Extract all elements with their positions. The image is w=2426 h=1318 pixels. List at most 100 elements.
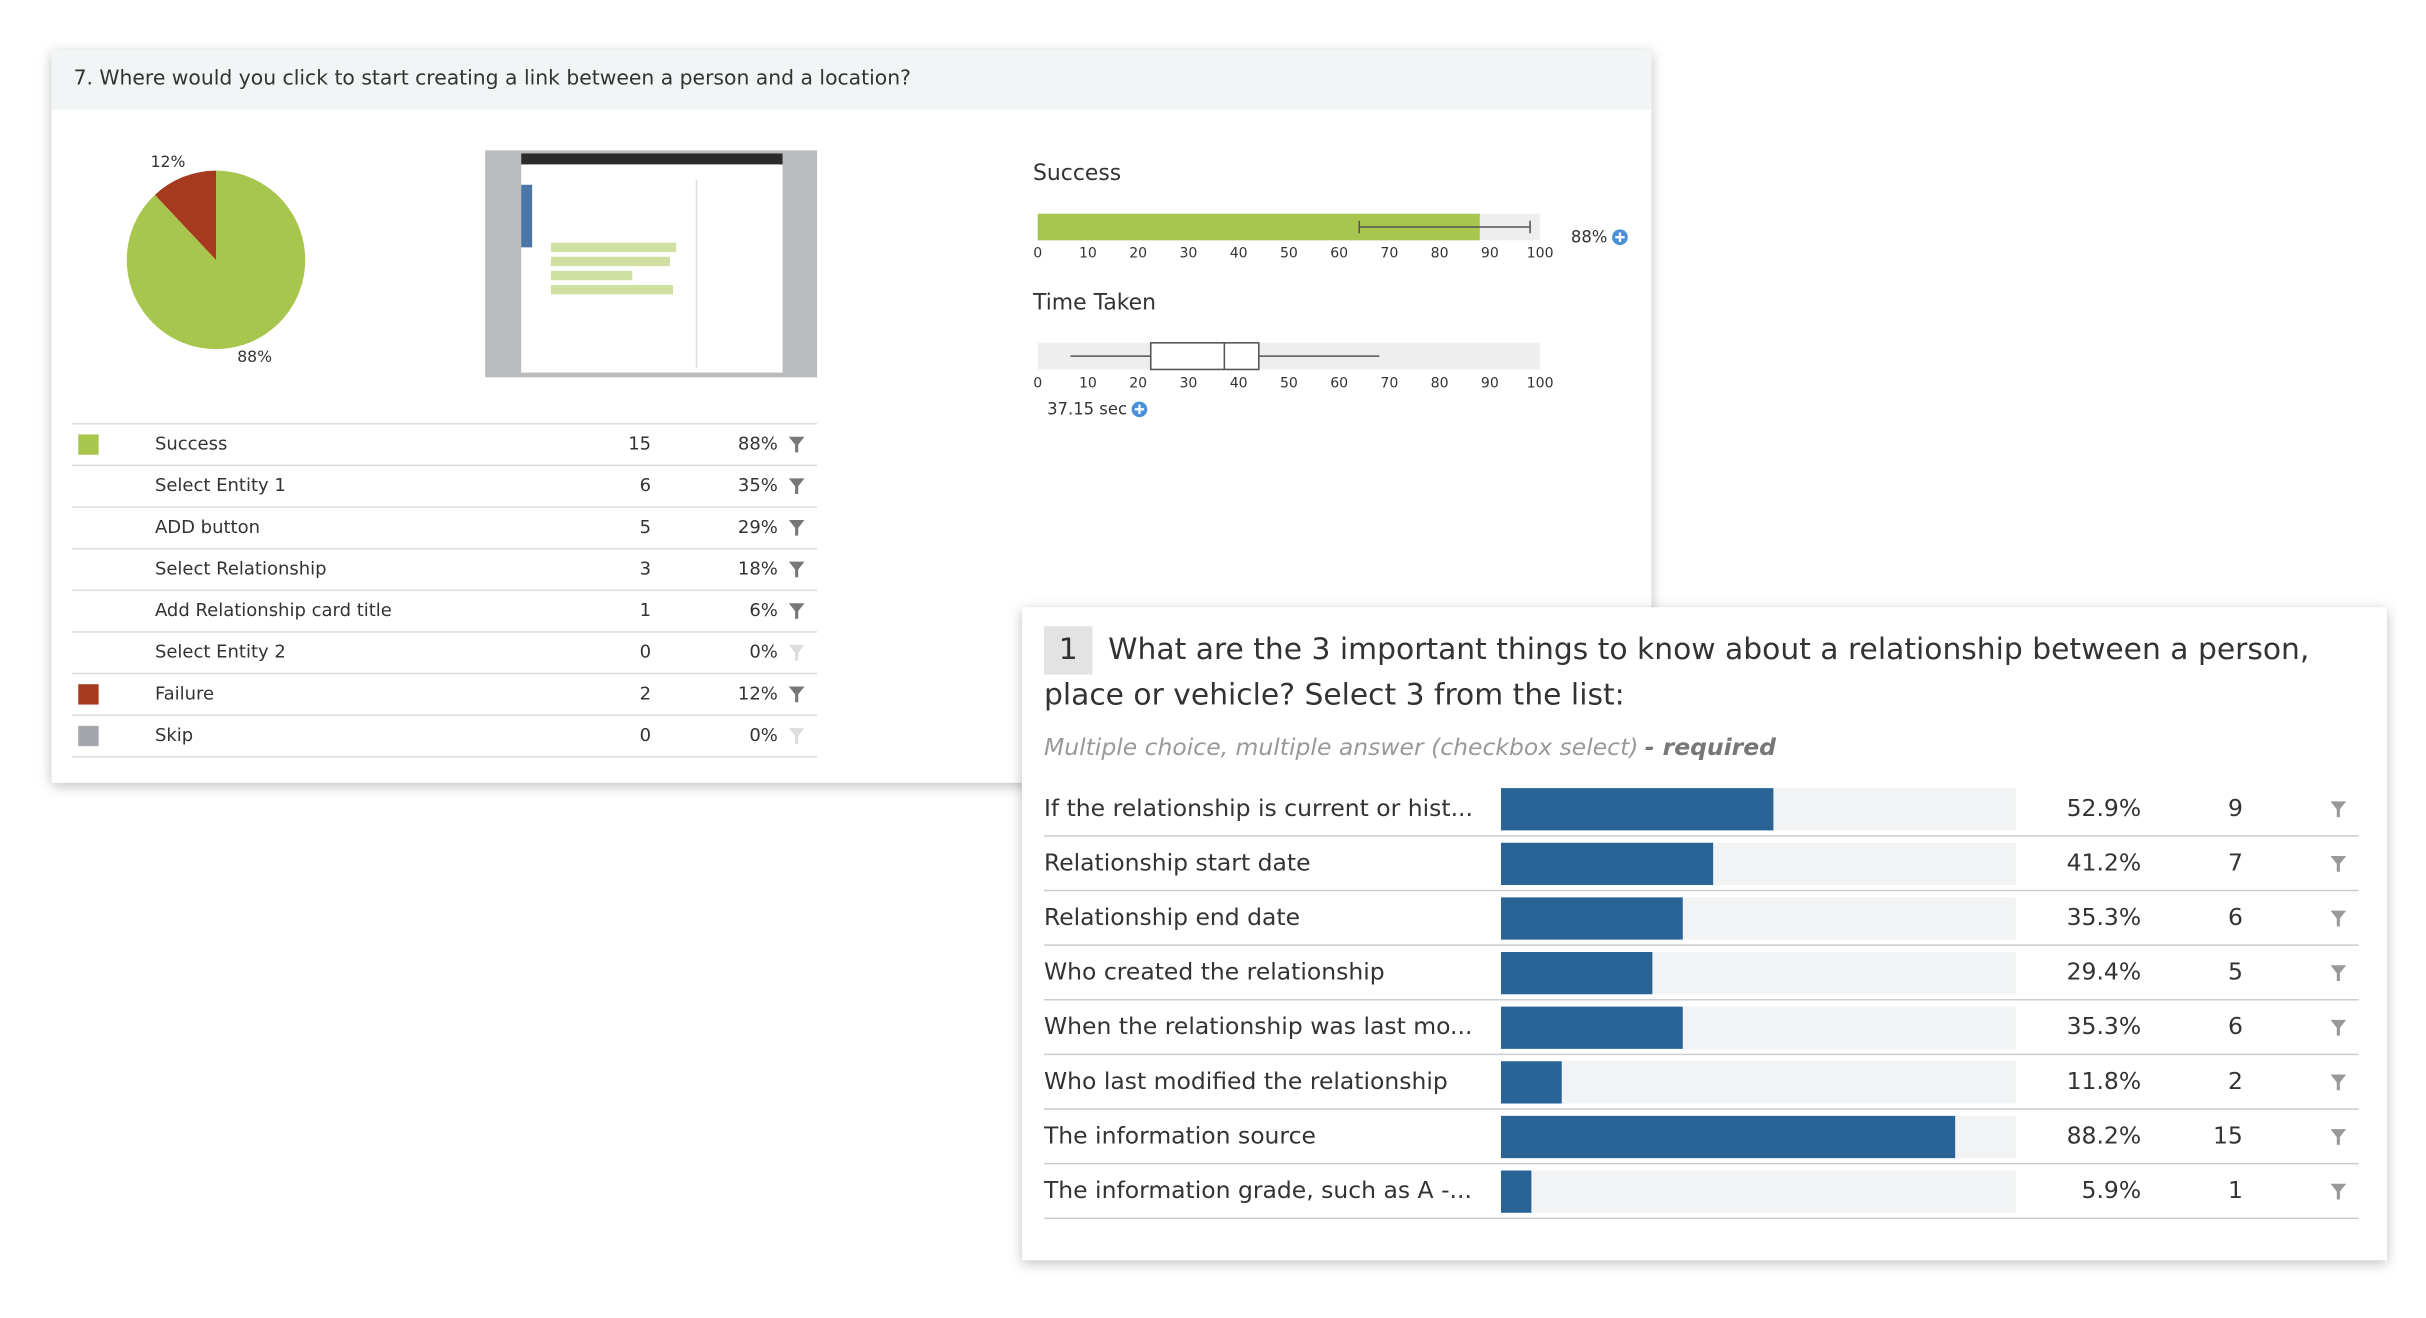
bar <box>1500 1170 1532 1213</box>
filter-icon <box>788 686 805 703</box>
x-tick-label: 90 <box>1481 246 1499 262</box>
value-label: 29.4% <box>2067 958 2142 986</box>
pie-label: 88% <box>237 347 272 366</box>
row-label: Who created the relationship <box>1044 958 1385 986</box>
row-name: Skip <box>155 725 193 746</box>
value-label: 11.8% <box>2067 1067 2142 1095</box>
filter-icon <box>788 644 805 661</box>
row-label: Relationship start date <box>1044 848 1311 876</box>
filter-icon <box>2330 910 2347 927</box>
x-tick-label: 30 <box>1179 376 1197 392</box>
x-tick-label: 10 <box>1079 246 1097 262</box>
question-number: 1 <box>1043 626 1093 675</box>
pie-slice <box>126 170 306 350</box>
required: - required <box>1645 733 1776 761</box>
x-tick-label: 20 <box>1129 376 1147 392</box>
x-tick-label: 80 <box>1431 376 1449 392</box>
row-label: When the relationship was last mo... <box>1044 1012 1472 1040</box>
error-bar <box>1358 220 1531 234</box>
bar-track <box>1500 1061 2016 1104</box>
filter-icon <box>2330 965 2347 981</box>
row-count: 15 <box>628 434 651 455</box>
bar <box>1500 1061 1562 1104</box>
question-title: What are the 3 important things to know … <box>1043 632 2310 713</box>
filter-icon <box>2330 1019 2347 1036</box>
count: 9 <box>2228 794 2243 822</box>
count: 6 <box>2228 1012 2243 1040</box>
row-name: Select Entity 2 <box>155 642 286 663</box>
thumb-hl <box>550 270 633 281</box>
count: 7 <box>2228 848 2243 876</box>
pie-label: 12% <box>151 152 186 171</box>
x-tick-label: 40 <box>1230 376 1248 392</box>
x-tick-label: 60 <box>1330 376 1348 392</box>
count: 6 <box>2228 903 2243 931</box>
row-count: 0 <box>640 725 651 746</box>
filter-icon <box>788 436 805 453</box>
x-tick-label: 80 <box>1431 246 1449 262</box>
row-percent: 18% <box>738 558 778 579</box>
filter-icon <box>2330 1129 2347 1145</box>
value-label: 41.2% <box>2067 848 2142 876</box>
thumbnail <box>485 150 818 378</box>
row-count: 5 <box>640 517 651 538</box>
row-label: Relationship end date <box>1044 903 1300 931</box>
bar <box>1500 1006 1683 1049</box>
x-tick-label: 10 <box>1079 376 1097 392</box>
row-count: 2 <box>640 683 651 704</box>
count: 15 <box>2213 1122 2243 1150</box>
chart-title: Success <box>1033 161 1121 186</box>
row-label: The information grade, such as A -... <box>1043 1176 1472 1204</box>
row-label: If the relationship is current or hist..… <box>1044 794 1473 822</box>
value-label: 88% <box>1571 227 1608 246</box>
filter-icon <box>788 603 805 619</box>
legend-swatch <box>78 725 99 747</box>
info-icon-plus <box>1134 404 1145 415</box>
row-name: Select Entity 1 <box>155 475 286 496</box>
thumb-side <box>521 184 533 248</box>
row-name: Failure <box>155 683 214 704</box>
median-label: 37.15 sec <box>1047 400 1127 419</box>
filter-icon <box>2330 1183 2347 1200</box>
x-tick-label: 70 <box>1380 246 1398 262</box>
x-tick-label: 100 <box>1527 246 1554 262</box>
pie-slice <box>154 170 216 260</box>
count: 5 <box>2228 958 2243 986</box>
thumb-hl <box>550 242 677 253</box>
bar <box>1500 842 1714 886</box>
chart-title: Time Taken <box>1032 291 1156 316</box>
filter-icon <box>788 520 805 536</box>
x-tick-label: 60 <box>1330 246 1348 262</box>
count: 2 <box>2228 1067 2243 1095</box>
x-tick-label: 50 <box>1280 246 1298 262</box>
question-title: 7. Where would you click to start creati… <box>74 65 911 89</box>
row-count: 6 <box>640 475 651 496</box>
thumb-bar <box>521 153 783 165</box>
x-tick-label: 40 <box>1230 246 1248 262</box>
row-name: Add Relationship card title <box>155 600 392 621</box>
row-percent: 6% <box>749 600 778 621</box>
filter-icon <box>2330 1074 2347 1091</box>
filter-icon <box>788 728 805 744</box>
subtitle: Multiple choice, multiple answer (checkb… <box>1044 733 1638 761</box>
bar <box>1500 897 1683 940</box>
bar <box>1500 788 1774 831</box>
thumb-hl <box>550 284 674 295</box>
row-label: The information source <box>1043 1122 1316 1150</box>
bar <box>1500 951 1653 995</box>
x-tick-label: 100 <box>1527 376 1554 392</box>
row-count: 1 <box>640 600 651 621</box>
box <box>1149 342 1260 371</box>
filter-icon <box>788 478 805 495</box>
value-label: 88.2% <box>2067 1122 2142 1150</box>
filter-icon <box>788 561 805 578</box>
row-percent: 0% <box>749 642 778 663</box>
filter-icon <box>2330 801 2347 818</box>
question-subtitle: Multiple choice, multiple answer (checkb… <box>1044 733 1776 761</box>
panel-header <box>51 50 1652 110</box>
x-tick-label: 70 <box>1380 376 1398 392</box>
x-tick-label: 90 <box>1481 376 1499 392</box>
value-label: 35.3% <box>2067 1012 2142 1040</box>
